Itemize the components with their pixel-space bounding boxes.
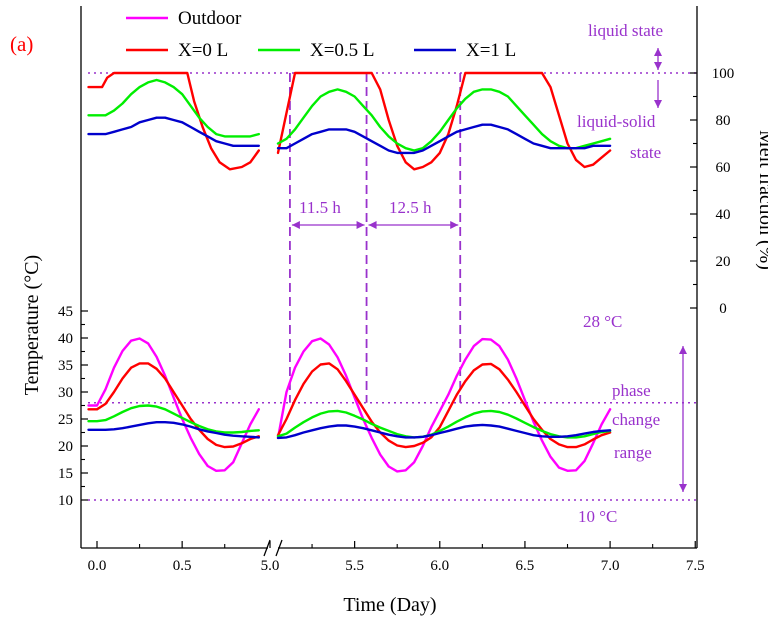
y-right-tick-label-0: 0 (719, 301, 727, 317)
annotation-change: change (612, 410, 660, 429)
y-left-tick-label-2: 20 (58, 439, 73, 455)
liquid-state-arrow-up-head-up (654, 48, 662, 56)
liquid-solid-arrow-head (654, 100, 662, 108)
annotation-span-2: 12.5 h (389, 198, 432, 217)
y-left-tick-label-3: 25 (58, 412, 73, 428)
y-right-tick-label-1: 20 (716, 254, 731, 270)
temp-line-x-0-l-seg-0 (87, 362, 260, 449)
temp-line-outdoor-seg-0 (87, 337, 260, 472)
melt-line-x-0-5-l-seg-0 (87, 78, 260, 138)
x-tick-label-6: 7.0 (601, 558, 620, 574)
temp-line-x-1-l-seg-0 (87, 421, 260, 439)
x-tick-label-3: 5.5 (345, 558, 364, 574)
y-left-tick-label-6: 40 (58, 331, 73, 347)
y-left-tick-label-0: 10 (58, 493, 73, 509)
melt-line-x-0-l-seg-0 (87, 71, 260, 171)
annotation-state: state (630, 143, 661, 162)
annotation-phase: phase (612, 381, 651, 400)
span-arrow-1-head-left (291, 221, 300, 229)
x-tick-label-0: 0.0 (88, 558, 107, 574)
annotation-28c: 28 °C (583, 312, 622, 331)
legend-label-x-0-5-l: X=0.5 L (310, 40, 375, 61)
melt-line-x-0-l-seg-1 (276, 71, 612, 171)
annotation-liquid-state: liquid state (588, 21, 663, 40)
x-axis-title: Time (Day) (343, 594, 436, 616)
temp-line-x-0-5-l-seg-0 (87, 404, 260, 434)
y-axis-left-title: Temperature (°C) (21, 255, 43, 395)
legend-layer: Outdoor X=0 L X=0.5 L X=1 L (126, 8, 516, 61)
y-left-tick-label-4: 30 (58, 385, 73, 401)
axes-layer (80, 6, 698, 557)
span-arrow-2-head-right (450, 221, 459, 229)
legend-label-x-0-l: X=0 L (178, 40, 228, 61)
x-tick-label-2: 5.0 (261, 558, 280, 574)
annotation-span-1: 11.5 h (299, 198, 341, 217)
axis-break-mark-2 (275, 539, 283, 557)
phase-range-arrow-head-down (679, 484, 687, 492)
y-left-tick-label-7: 45 (58, 304, 73, 320)
y-left-tick-label-5: 35 (58, 358, 73, 374)
x-tick-label-4: 6.0 (430, 558, 449, 574)
reference-lines-layer (88, 48, 697, 501)
melt-line-x-1-l-seg-0 (87, 116, 260, 148)
panel-label: (a) (10, 32, 33, 56)
annotation-liquid-solid: liquid-solid (577, 112, 656, 131)
annotation-10c: 10 °C (578, 507, 617, 526)
span-arrow-2-head-left (368, 221, 377, 229)
axis-break-mark-1 (263, 539, 271, 557)
y-right-tick-label-3: 60 (716, 160, 731, 176)
y-axis-right-title: Melt fraction (%) (755, 130, 768, 270)
liquid-state-arrow-up-head-down (654, 62, 662, 70)
ticks-layer: 0.0 0.5 5.0 5.5 6.0 6.5 7.0 7.5 10 15 20 25 30 35 40 45… (58, 66, 734, 574)
legend-label-outdoor: Outdoor (178, 8, 242, 29)
x-tick-label-1: 0.5 (173, 558, 192, 574)
temp-line-x-0-5-l-seg-1 (276, 409, 612, 439)
x-tick-label-7: 7.5 (686, 558, 705, 574)
legend-label-x-1-l: X=1 L (466, 40, 516, 61)
span-arrow-1-head-right (356, 221, 365, 229)
melt-line-x-0-5-l-seg-1 (276, 88, 612, 152)
y-right-tick-label-2: 40 (716, 207, 731, 223)
temp-line-x-1-l-seg-1 (276, 423, 612, 440)
temp-line-x-0-l-seg-1 (276, 362, 612, 449)
melt-line-x-1-l-seg-1 (276, 123, 612, 155)
y-right-tick-label-5: 100 (712, 66, 735, 82)
annotation-range: range (614, 443, 652, 462)
phase-range-arrow-head-up (679, 346, 687, 354)
y-right-tick-label-4: 80 (716, 113, 731, 129)
temp-line-outdoor-seg-1 (276, 337, 612, 473)
x-tick-label-5: 6.5 (516, 558, 535, 574)
series-layer (87, 71, 612, 473)
y-left-tick-label-1: 15 (58, 466, 73, 482)
